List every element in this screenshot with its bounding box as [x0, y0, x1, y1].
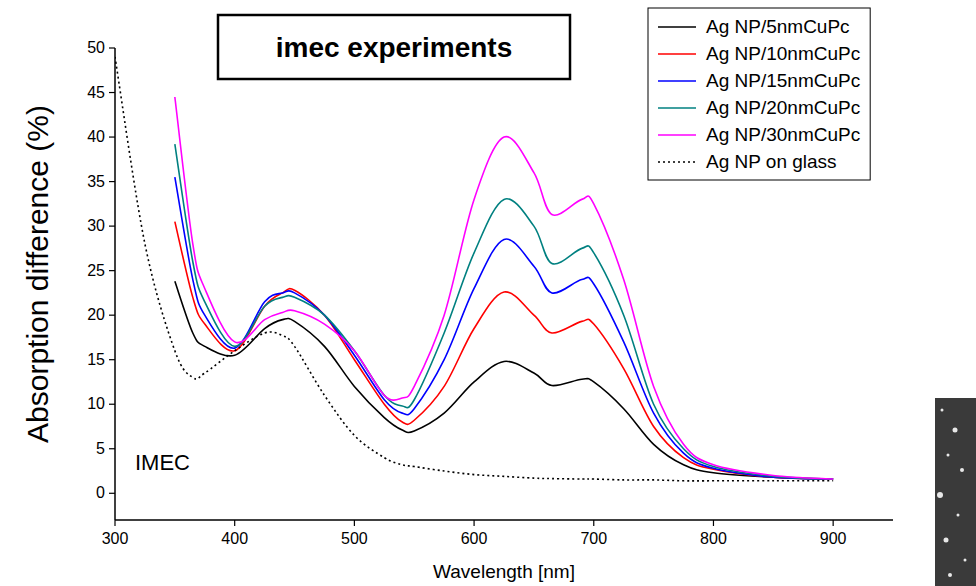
y-tick: [109, 92, 115, 93]
sem-dot: [957, 514, 960, 517]
series-line: [175, 144, 833, 479]
sem-dot: [937, 492, 943, 498]
y-tick-label: 40: [87, 128, 105, 145]
title-box: imec experiments: [218, 15, 570, 79]
x-axis-title: Wavelength [nm]: [433, 561, 575, 582]
x-tick-label: 800: [700, 530, 727, 547]
series-line: [175, 177, 833, 479]
y-tick: [109, 226, 115, 227]
legend-swatch: [658, 26, 696, 28]
x-tick: [114, 520, 115, 526]
x-tick: [354, 520, 355, 526]
y-axis-title: Absorption difference (%): [21, 105, 54, 443]
series-line: [175, 281, 833, 479]
title: imec experiments: [276, 32, 513, 63]
x-axis: [115, 519, 893, 521]
sem-dot: [947, 454, 950, 457]
x-tick-label: 300: [102, 530, 129, 547]
y-tick-label: 45: [87, 84, 105, 101]
y-tick-label: 30: [87, 217, 105, 234]
sem-dot: [953, 428, 958, 433]
legend-swatch: [658, 80, 696, 82]
x-tick-label: 400: [221, 530, 248, 547]
y-tick: [109, 359, 115, 360]
sem-dot: [964, 559, 967, 562]
x-tick: [473, 520, 474, 526]
x-tick-label: 500: [341, 530, 368, 547]
x-tick: [713, 520, 714, 526]
x-tick: [833, 520, 834, 526]
y-tick-label: 25: [87, 262, 105, 279]
legend-swatch: [658, 134, 696, 136]
y-tick: [109, 315, 115, 316]
legend-label: Ag NP/20nmCuPc: [706, 97, 860, 118]
legend-label: Ag NP/5nmCuPc: [706, 16, 850, 37]
legend-swatch: [658, 107, 696, 109]
y-tick-label: 50: [87, 39, 105, 56]
legend-swatch: [658, 161, 696, 163]
series-line: [175, 222, 833, 479]
y-tick-label: 15: [87, 351, 105, 368]
y-tick-label: 20: [87, 306, 105, 323]
legend-label: Ag NP/30nmCuPc: [706, 124, 860, 145]
x-tick-label: 900: [820, 530, 847, 547]
legend-label: Ag NP/15nmCuPc: [706, 70, 860, 91]
y-tick: [109, 181, 115, 182]
sem-image-bg: [935, 398, 976, 586]
sem-dot: [948, 573, 952, 577]
annotation: IMEC: [135, 450, 190, 475]
sem-dot: [944, 538, 949, 543]
title-frame: [218, 15, 570, 79]
chart: 0 5 10 15 20 25 30 35 40 45 50 300 400 500 600 700 800 90…: [0, 0, 976, 586]
x-tick-label: 700: [580, 530, 607, 547]
y-tick: [109, 493, 115, 494]
y-tick-label: 10: [87, 395, 105, 412]
background: [0, 0, 976, 586]
y-tick-label: 5: [96, 440, 105, 457]
legend-label: Ag NP/10nmCuPc: [706, 43, 860, 64]
legend-swatch: [658, 53, 696, 55]
y-tick-label: 35: [87, 173, 105, 190]
legend: Ag NP/5nmCuPc Ag NP/10nmCuPc Ag NP/15nmCuP…: [648, 8, 870, 180]
y-tick-label: 0: [96, 484, 105, 501]
x-tick: [234, 520, 235, 526]
sem-image: [935, 398, 976, 586]
y-tick: [109, 47, 115, 48]
sem-dot: [960, 468, 964, 472]
x-tick: [593, 520, 594, 526]
y-tick: [109, 448, 115, 449]
y-tick: [109, 270, 115, 271]
y-tick: [109, 404, 115, 405]
y-tick: [109, 136, 115, 137]
legend-label: Ag NP on glass: [706, 151, 837, 172]
legend-frame: [648, 8, 870, 180]
x-tick-label: 600: [461, 530, 488, 547]
sem-dot: [941, 409, 944, 412]
